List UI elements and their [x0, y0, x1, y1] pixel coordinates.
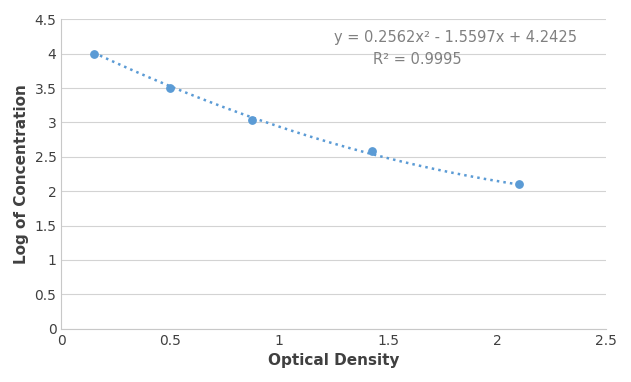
Point: [247, 117, 257, 123]
Point: [89, 51, 99, 57]
Text: R² = 0.9995: R² = 0.9995: [373, 52, 462, 67]
Point: [367, 148, 377, 154]
X-axis label: Optical Density: Optical Density: [268, 353, 399, 368]
Y-axis label: Log of Concentration: Log of Concentration: [14, 84, 29, 264]
Text: y = 0.2562x² - 1.5597x + 4.2425: y = 0.2562x² - 1.5597x + 4.2425: [334, 30, 577, 45]
Point: [514, 181, 524, 188]
Point: [165, 85, 175, 91]
